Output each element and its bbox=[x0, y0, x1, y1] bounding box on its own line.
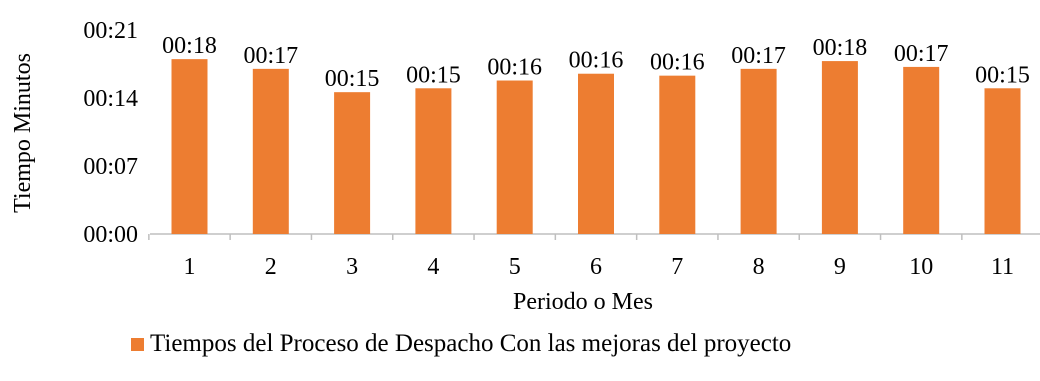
x-tick-label: 8 bbox=[753, 254, 765, 280]
data-label: 00:18 bbox=[162, 33, 217, 59]
data-label: 00:18 bbox=[813, 35, 868, 61]
data-label: 00:16 bbox=[650, 50, 705, 76]
bar bbox=[252, 68, 289, 234]
x-tick-label: 1 bbox=[184, 254, 196, 280]
data-labels: 00:18 00:17 00:15 00:15 00:16 00:16 00:16 00:17… bbox=[162, 33, 1030, 92]
bar bbox=[821, 61, 858, 235]
data-label: 00:16 bbox=[569, 48, 624, 74]
x-tick-label: 4 bbox=[427, 254, 439, 280]
x-tick-label: 9 bbox=[834, 254, 846, 280]
x-tick-label: 3 bbox=[346, 254, 358, 280]
bar bbox=[171, 59, 208, 235]
data-label: 00:15 bbox=[325, 66, 380, 92]
y-tick-label: 00:21 bbox=[83, 18, 138, 44]
data-label: 00:15 bbox=[406, 62, 461, 88]
y-axis-title: Tiempo Minutos bbox=[10, 53, 36, 213]
bar bbox=[334, 92, 371, 235]
x-tick-label: 10 bbox=[909, 254, 933, 280]
data-label: 00:17 bbox=[243, 43, 298, 69]
x-tick-label: 11 bbox=[991, 254, 1014, 280]
legend-swatch bbox=[131, 337, 144, 351]
x-tick-label: 7 bbox=[671, 254, 683, 280]
x-tick-label: 2 bbox=[265, 254, 277, 280]
bar bbox=[578, 73, 614, 234]
bar bbox=[984, 88, 1021, 235]
y-tick-label: 00:14 bbox=[83, 86, 138, 112]
bar bbox=[415, 88, 452, 235]
y-tick-label: 00:07 bbox=[83, 154, 138, 180]
data-label: 00:16 bbox=[487, 55, 542, 81]
data-label: 00:15 bbox=[975, 62, 1030, 88]
bars bbox=[171, 59, 1021, 235]
bar bbox=[659, 75, 696, 235]
x-tick-label: 6 bbox=[590, 254, 602, 280]
data-label: 00:17 bbox=[894, 41, 949, 67]
legend-label: Tiempos del Proceso de Despacho Con las … bbox=[150, 330, 792, 357]
y-axis-ticks: 00:00 00:07 00:14 00:21 bbox=[83, 18, 138, 248]
bar bbox=[740, 68, 777, 234]
legend: Tiempos del Proceso de Despacho Con las … bbox=[131, 330, 791, 358]
data-label: 00:17 bbox=[731, 43, 786, 69]
x-axis-ticks: 1 2 3 4 5 6 7 8 9 10 11 bbox=[148, 234, 1014, 280]
x-tick-label: 5 bbox=[509, 254, 521, 280]
y-tick-label: 00:00 bbox=[83, 222, 138, 248]
bar bbox=[496, 80, 533, 234]
bar bbox=[903, 66, 940, 235]
x-axis-title: Periodo o Mes bbox=[513, 289, 653, 315]
